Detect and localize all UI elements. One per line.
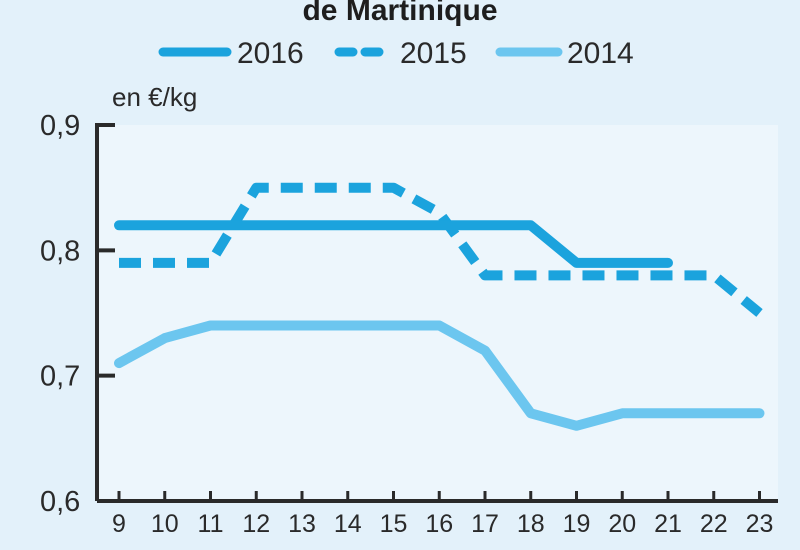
legend-label-2014: 2014 — [567, 37, 634, 70]
data-point-2015-11 — [209, 261, 212, 264]
data-point-2015-22 — [712, 274, 715, 277]
data-point-2014-10 — [163, 337, 166, 340]
data-point-2014-19 — [575, 424, 578, 427]
data-point-2015-10 — [163, 261, 166, 264]
data-point-2014-23 — [758, 412, 761, 415]
data-point-2016-15 — [392, 224, 395, 227]
x-tick-label: 10 — [151, 510, 179, 538]
x-tick-label: 13 — [288, 510, 316, 538]
data-point-2015-19 — [575, 274, 578, 277]
axes-layer: 0,6 0,7 0,8 0,9 9 10 11 12 13 14 15 16 17 18 19 20 21 22 2… — [40, 110, 778, 538]
y-tick-label: 0,8 — [40, 235, 80, 267]
x-tick-label: 21 — [654, 510, 682, 538]
data-point-2015-17 — [484, 274, 487, 277]
data-point-2016-9 — [118, 224, 121, 227]
data-point-2016-18 — [529, 224, 532, 227]
x-tick-label: 23 — [746, 510, 774, 538]
y-tick-label: 0,9 — [40, 110, 80, 142]
y-tick-label: 0,7 — [40, 361, 80, 393]
data-point-2014-9 — [118, 362, 121, 365]
unit-label: en €/kg — [112, 82, 197, 112]
data-point-2016-20 — [621, 261, 624, 264]
data-point-2015-14 — [346, 186, 349, 189]
data-point-2014-20 — [621, 412, 624, 415]
data-point-2014-12 — [255, 324, 258, 327]
data-point-2014-11 — [209, 324, 212, 327]
x-tick-label: 19 — [563, 510, 591, 538]
x-tick-label: 20 — [608, 510, 636, 538]
chart-title: de Martinique — [302, 0, 497, 27]
data-point-2016-11 — [209, 224, 212, 227]
legend-label-2015: 2015 — [400, 37, 467, 70]
data-point-2015-12 — [255, 186, 258, 189]
data-point-2016-14 — [346, 224, 349, 227]
legend: 2016 2015 2014 — [158, 37, 634, 70]
data-point-2014-14 — [346, 324, 349, 327]
data-point-2016-12 — [255, 224, 258, 227]
series-layer — [114, 182, 765, 431]
data-point-2014-17 — [484, 349, 487, 352]
x-tick-label: 17 — [471, 510, 499, 538]
data-point-2014-21 — [667, 412, 670, 415]
data-point-2015-15 — [392, 186, 395, 189]
x-tick-label: 18 — [517, 510, 545, 538]
x-tick-label: 15 — [380, 510, 408, 538]
x-tick-label: 16 — [425, 510, 453, 538]
series-line-2015 — [119, 182, 763, 317]
x-tick-label: 9 — [112, 510, 126, 538]
x-tick-label: 11 — [198, 510, 224, 538]
data-point-2016-16 — [438, 224, 441, 227]
data-point-2014-13 — [301, 324, 304, 327]
x-tick-label: 12 — [242, 510, 270, 538]
x-tick-label: 22 — [700, 510, 728, 538]
x-tick-label: 14 — [334, 510, 362, 538]
data-point-2016-19 — [575, 261, 578, 264]
data-point-2016-17 — [484, 224, 487, 227]
data-point-2014-22 — [712, 412, 715, 415]
data-point-2015-16 — [438, 211, 441, 214]
series-line-2014 — [114, 320, 765, 431]
legend-label-2016: 2016 — [237, 37, 304, 70]
data-point-2016-10 — [163, 224, 166, 227]
series-line-2016 — [114, 220, 673, 268]
data-point-2016-21 — [667, 261, 670, 264]
y-tick-label: 0,6 — [40, 486, 80, 518]
data-point-2015-9 — [118, 261, 121, 264]
data-point-2014-16 — [438, 324, 441, 327]
data-point-2016-13 — [301, 224, 304, 227]
data-point-2015-18 — [529, 274, 532, 277]
data-point-2015-21 — [667, 274, 670, 277]
data-point-2015-23 — [758, 312, 761, 315]
data-point-2015-13 — [301, 186, 304, 189]
plot-area — [97, 125, 778, 501]
data-point-2014-15 — [392, 324, 395, 327]
data-point-2014-18 — [529, 412, 532, 415]
data-point-2015-20 — [621, 274, 624, 277]
